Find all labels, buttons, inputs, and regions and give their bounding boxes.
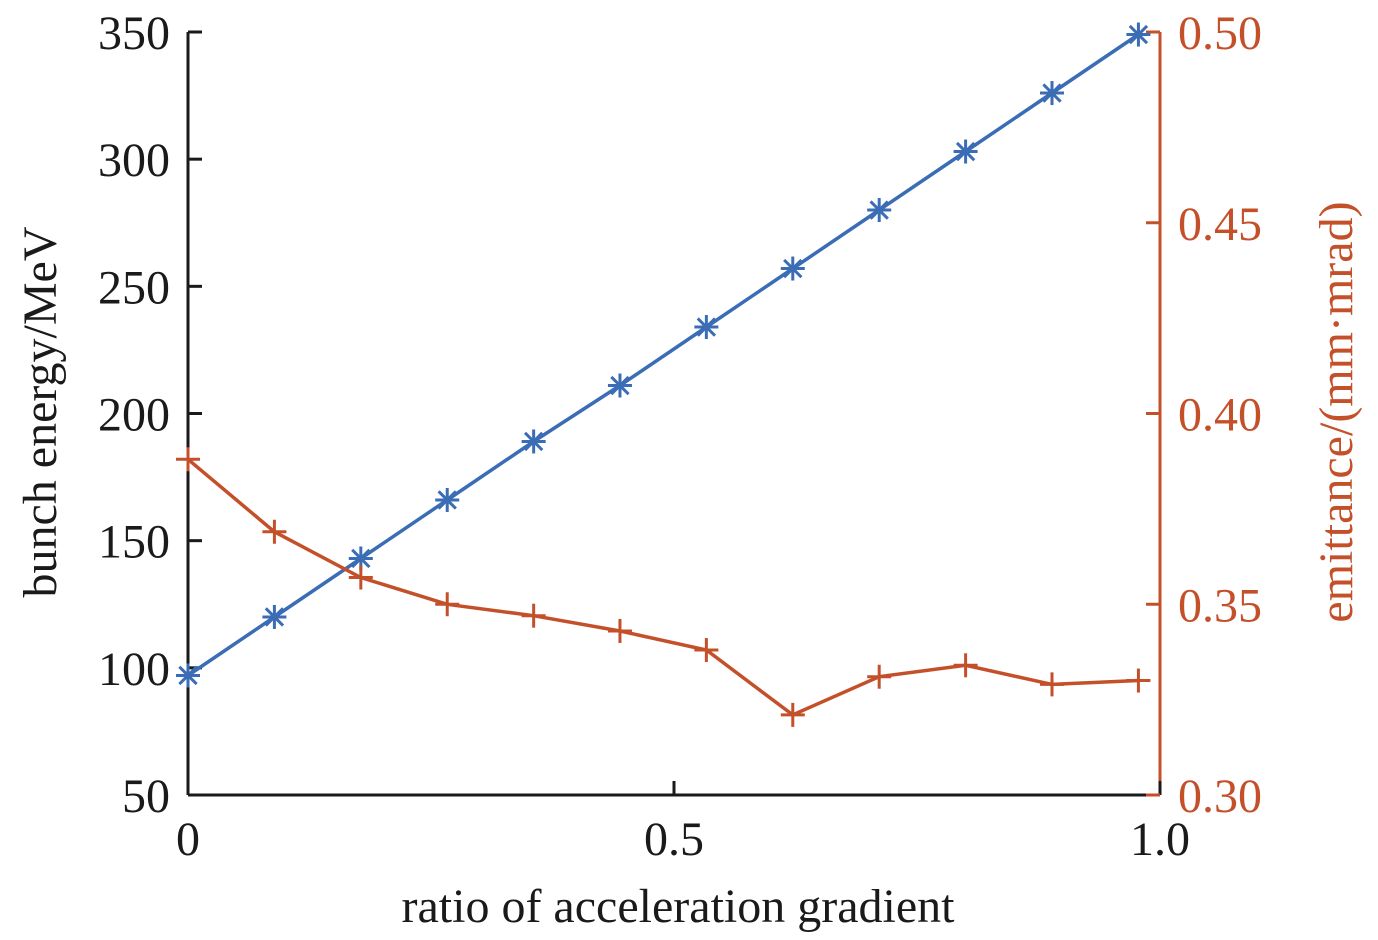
asterisk-marker — [435, 487, 460, 512]
asterisk-marker — [953, 139, 978, 164]
left-y-tick-label: 100 — [98, 643, 170, 696]
plus-marker — [780, 702, 805, 727]
asterisk-marker — [521, 429, 546, 454]
right-y-tick-label: 0.50 — [1178, 7, 1262, 60]
plus-marker — [607, 618, 632, 643]
asterisk-marker — [780, 256, 805, 281]
left-y-tick-label: 250 — [98, 261, 170, 314]
plus-marker — [521, 603, 546, 628]
left-y-tick-label: 350 — [98, 7, 170, 60]
series-line-right — [186, 457, 1139, 717]
right-y-tick-label: 0.35 — [1178, 579, 1262, 632]
left-y-tick-label: 200 — [98, 389, 170, 442]
x-axis-title: ratio of acceleration gradient — [401, 880, 955, 933]
right-y-tick-label: 0.30 — [1178, 770, 1262, 823]
plot-frame — [186, 32, 1162, 797]
asterisk-marker — [1126, 22, 1151, 47]
asterisk-marker — [694, 315, 719, 340]
x-tick-label: 1.0 — [1130, 813, 1190, 866]
right-y-axis-ticks: 0.30 0.35 0.40 0.45 0.50 — [1146, 7, 1262, 823]
asterisk-marker — [176, 663, 200, 688]
x-tick-label: 0.5 — [644, 813, 704, 866]
asterisk-marker — [607, 373, 632, 398]
series-layer — [176, 22, 1151, 727]
x-tick-label: 0 — [176, 813, 200, 866]
series-line-left — [187, 33, 1140, 677]
series-left-axis — [176, 22, 1151, 688]
asterisk-marker — [1040, 81, 1065, 106]
x-axis-ticks: 0 0.5 1.0 — [176, 781, 1190, 866]
asterisk-marker — [262, 604, 287, 629]
plus-marker — [694, 638, 719, 663]
plus-marker — [867, 664, 892, 689]
plus-marker — [1040, 672, 1065, 697]
right-y-axis-title: emittance/(mm·mrad) — [1310, 201, 1363, 622]
plus-marker — [176, 447, 200, 472]
asterisk-marker — [867, 198, 892, 223]
plus-marker — [953, 653, 978, 678]
right-y-tick-label: 0.45 — [1178, 198, 1262, 251]
plus-marker — [348, 565, 373, 590]
series-right-axis — [176, 447, 1151, 727]
right-y-tick-label: 0.40 — [1178, 389, 1262, 442]
left-y-tick-label: 300 — [98, 134, 170, 187]
plus-marker — [435, 592, 460, 617]
left-y-axis-ticks: 50 100 150 200 250 300 350 — [98, 7, 202, 823]
left-y-tick-label: 150 — [98, 516, 170, 569]
plus-marker — [262, 519, 287, 544]
plus-marker — [1126, 668, 1151, 693]
left-y-axis-title: bunch energy/MeV — [14, 226, 67, 597]
left-y-tick-label: 50 — [122, 770, 170, 823]
